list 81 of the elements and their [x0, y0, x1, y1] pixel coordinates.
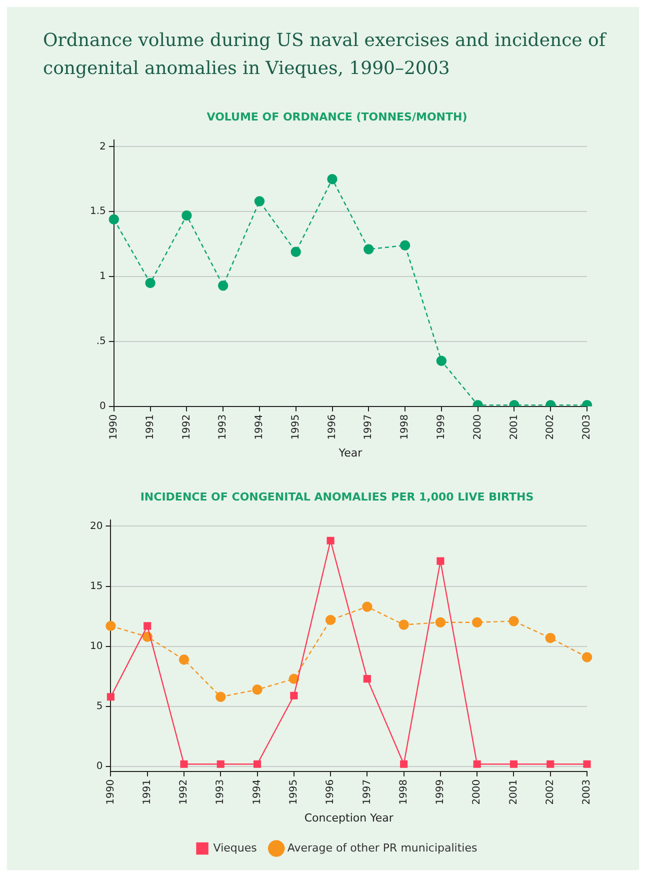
- x-tick-label: 1997: [363, 414, 374, 440]
- x-tick-label: 1991: [144, 414, 156, 440]
- x-tick-label: 1995: [290, 414, 302, 440]
- legend-label: Average of other PR municipalities: [287, 841, 478, 854]
- point: [253, 760, 262, 768]
- y-tick-label: 1.5: [90, 206, 106, 218]
- point: [182, 210, 192, 221]
- x-tick-label: 1999: [435, 779, 446, 805]
- x-tick-label: 1999: [436, 414, 448, 440]
- x-axis-title: Year: [338, 446, 363, 460]
- x-tick-label: 2003: [582, 414, 593, 440]
- x-axis-title: Conception Year: [304, 811, 394, 824]
- point: [582, 652, 592, 662]
- chart-subtitle: VOLUME OF ORDNANCE (TONNES/MONTH): [206, 110, 468, 124]
- y-tick-label: 2: [100, 141, 106, 152]
- x-tick-label: 1998: [400, 414, 411, 440]
- x-tick-label: 1994: [254, 414, 266, 440]
- chart-title: INCIDENCE OF CONGENITAL ANOMALIES PER 1,000 LIVE BIRTHS: [140, 490, 534, 504]
- x-tick-label: 1996: [326, 414, 338, 440]
- y-tick-label: 15: [90, 580, 103, 592]
- point: [327, 174, 338, 184]
- point: [216, 760, 224, 768]
- x-tick-label: 1991: [142, 779, 153, 805]
- x-tick-label: 1992: [178, 779, 190, 805]
- point: [218, 280, 228, 291]
- x-tick-label: 2001: [508, 779, 520, 805]
- x-tick-label: 1998: [398, 779, 410, 805]
- point: [290, 246, 301, 257]
- point: [400, 240, 410, 250]
- point: [325, 614, 336, 626]
- point: [436, 557, 444, 565]
- point: [254, 196, 265, 206]
- point: [108, 214, 120, 224]
- point: [473, 760, 481, 768]
- point: [364, 244, 374, 254]
- point: [145, 278, 156, 288]
- point: [288, 674, 300, 684]
- point: [290, 692, 298, 700]
- point: [583, 760, 591, 768]
- point: [326, 536, 334, 544]
- point: [398, 620, 409, 630]
- y-tick-label: .5: [96, 336, 106, 348]
- point: [106, 620, 116, 632]
- point: [180, 760, 188, 768]
- point: [106, 693, 115, 701]
- x-tick-label: 2002: [545, 414, 556, 440]
- x-tick-label: 1995: [288, 779, 300, 805]
- x-tick-label: 1994: [252, 779, 263, 805]
- x-tick-label: 1990: [108, 414, 120, 440]
- y-tick-label: 20: [90, 520, 103, 532]
- y-tick-label: 10: [90, 640, 103, 652]
- y-tick-label: 5: [96, 701, 103, 712]
- point: [508, 616, 519, 626]
- point: [362, 602, 372, 612]
- legend-label: Vieques: [213, 841, 258, 854]
- x-tick-label: 1997: [362, 779, 373, 805]
- x-tick-label: 1993: [215, 779, 226, 805]
- point: [363, 675, 371, 683]
- point: [435, 617, 446, 628]
- y-tick-label: 0: [96, 761, 103, 772]
- x-tick-label: 2003: [582, 779, 593, 805]
- point: [252, 684, 262, 695]
- point: [545, 632, 556, 644]
- point: [472, 617, 482, 628]
- point: [144, 622, 152, 630]
- x-tick-label: 1996: [325, 779, 336, 805]
- point: [400, 760, 408, 768]
- x-tick-label: 1992: [181, 414, 192, 440]
- point: [510, 760, 518, 768]
- point: [216, 692, 226, 702]
- y-tick-label: 1: [100, 271, 106, 282]
- x-tick-label: 1993: [218, 414, 229, 440]
- point: [178, 654, 190, 665]
- y-tick-label: 0: [100, 400, 106, 412]
- x-tick-label: 2000: [472, 414, 484, 440]
- point: [546, 760, 554, 768]
- chart-title: Ordnance volume during US naval exercises and incidence of congenital anomalies in Vieques, 1990–2003: [43, 29, 608, 81]
- x-tick-label: 2002: [544, 779, 556, 805]
- x-tick-label: 2000: [472, 779, 483, 805]
- x-tick-label: 2001: [508, 414, 520, 440]
- x-tick-label: 1990: [105, 779, 116, 805]
